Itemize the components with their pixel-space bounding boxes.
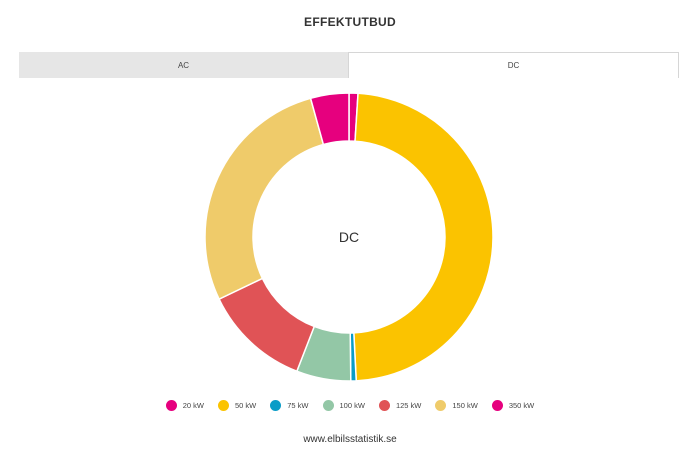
legend-swatch [270,399,282,411]
donut-slice-50kw[interactable] [353,92,494,382]
legend-label: 150 kW [452,400,478,410]
donut-slice-350kw[interactable] [309,92,350,146]
legend-swatch [491,399,503,411]
legend-swatch [217,399,229,411]
legend-label: 50 kW [234,400,257,410]
page-title: EFFEKTUTBUD [304,15,396,29]
tab-dc[interactable]: DC [348,52,679,78]
chart-legend: 20 kW 50 kW 75 kW 100 kW 125 kW 150 kW 3… [0,397,700,413]
legend-swatch [322,399,334,411]
legend-label: 20 kW [182,400,204,410]
legend-label: 75 kW [287,400,309,410]
legend-item-100kw[interactable]: 100 kW [322,399,365,411]
legend-swatch [378,399,390,411]
legend-item-75kw[interactable]: 75 kW [270,399,309,411]
legend-item-50kw[interactable]: 50 kW [217,399,257,411]
legend-swatch [165,399,177,411]
legend-label: 350 kW [508,400,535,410]
donut-center-label: DC [338,229,360,245]
legend-item-350kw[interactable]: 350 kW [491,399,535,411]
legend-item-20kw[interactable]: 20 kW [165,399,204,411]
tab-ac[interactable]: AC [19,52,348,78]
legend-swatch [435,399,447,411]
footer-site-link[interactable]: www.elbilsstatistik.se [303,434,397,445]
tab-bar: AC DC [19,52,679,78]
donut-slice-150kw[interactable] [204,97,325,301]
legend-item-150kw[interactable]: 150 kW [435,399,478,411]
legend-label: 125 kW [395,400,422,410]
legend-label: 100 kW [339,400,365,410]
legend-item-125kw[interactable]: 125 kW [378,399,422,411]
